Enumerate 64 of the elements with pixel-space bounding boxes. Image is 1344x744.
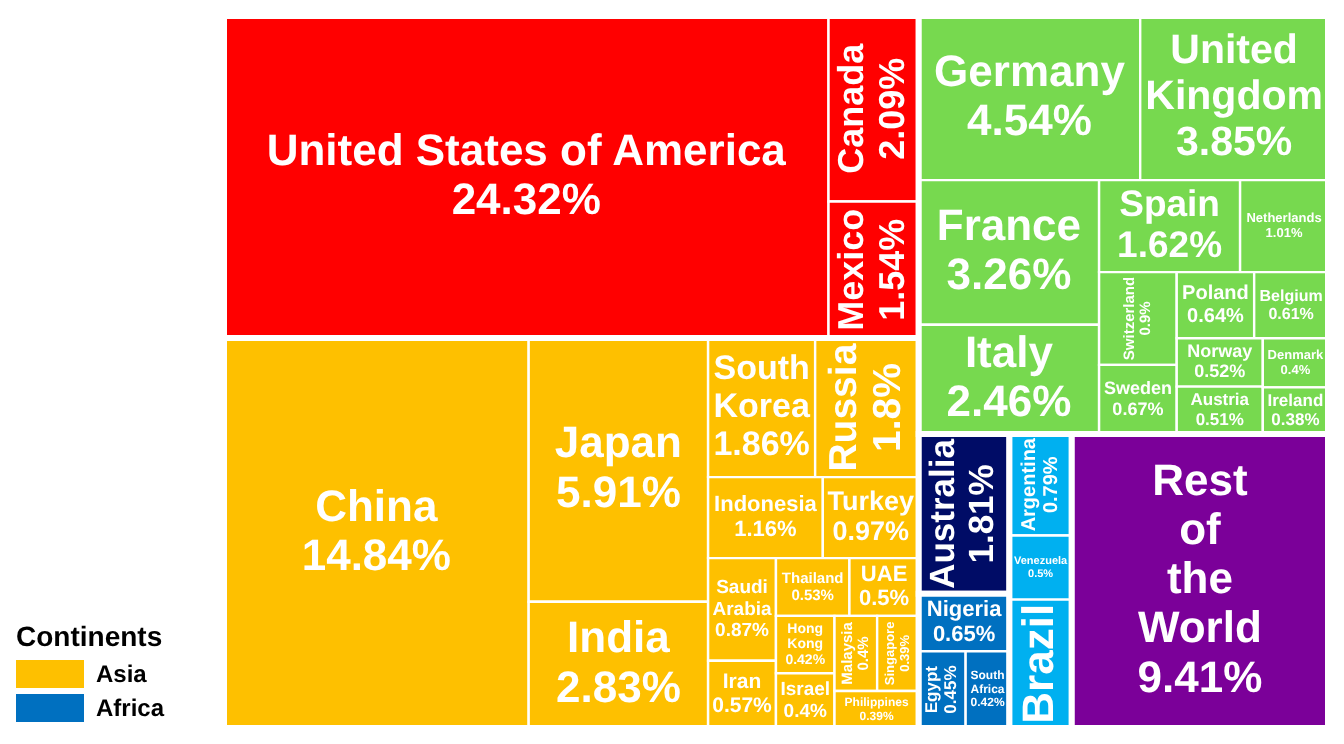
category-label: United States of America: [266, 124, 788, 175]
data-label: 9.41%: [1137, 651, 1263, 702]
data-label: 2.09%: [871, 57, 912, 160]
data-label: 2.46%: [946, 376, 1072, 427]
legend-label: Africa: [96, 694, 165, 722]
category-label: China: [315, 480, 439, 531]
data-label: 0.87%: [715, 619, 771, 642]
category-label: Saudi Arabia: [712, 577, 774, 621]
data-label: 0.97%: [832, 516, 910, 547]
category-label: Spain: [1119, 181, 1220, 224]
category-label: Turkey: [827, 485, 916, 516]
data-label: 1.54%: [871, 218, 912, 321]
legend-label: Asia: [96, 660, 147, 688]
category-label: Australia: [922, 438, 963, 589]
data-label: 14.84%: [301, 529, 451, 580]
data-label: 3.26%: [946, 249, 1072, 300]
category-label: UAE: [860, 562, 908, 587]
data-label: 0.51%: [1195, 408, 1245, 429]
category-label: Belgium: [1259, 286, 1323, 305]
category-label: South Korea: [713, 348, 811, 425]
data-label: 4.54%: [967, 94, 1092, 145]
data-label: 0.4%: [783, 700, 828, 723]
category-label: Rest of the World: [1137, 454, 1262, 653]
data-label: 0.5%: [859, 587, 910, 612]
data-label: 0.64%: [1187, 305, 1245, 328]
category-label: Israel: [780, 679, 831, 702]
category-label: Russia: [821, 343, 866, 472]
category-label: United Kingdom: [1145, 27, 1323, 120]
data-label: 0.45%: [940, 664, 961, 714]
category-label: Indonesia: [714, 493, 819, 518]
data-label: 0.52%: [1194, 361, 1246, 382]
data-label: 0.65%: [932, 622, 996, 647]
data-label: 0.38%: [1271, 408, 1321, 429]
data-label: 1.8%: [865, 363, 910, 453]
category-label: Egypt: [921, 665, 942, 714]
category-label: Argentina: [1018, 437, 1041, 532]
category-label: Canada: [831, 41, 872, 174]
data-label: 0.61%: [1268, 304, 1314, 323]
data-label: 2.83%: [555, 661, 681, 712]
category-label: Italy: [964, 326, 1055, 377]
category-label: Japan: [554, 417, 682, 468]
category-label: Germany: [934, 45, 1127, 96]
data-label: 0.79%: [1041, 456, 1064, 514]
category-label: Brazil: [1012, 603, 1063, 724]
data-label: 1.81%: [961, 463, 1002, 564]
category-label: Nigeria: [926, 598, 1004, 623]
category-label: France: [936, 199, 1082, 250]
category-label: Austria: [1190, 389, 1250, 410]
data-label: 24.32%: [451, 173, 601, 224]
data-label: 3.85%: [1175, 119, 1293, 166]
legend-title: Continents: [16, 620, 165, 652]
category-label: Poland: [1182, 283, 1249, 306]
category-label: Ireland: [1267, 389, 1324, 410]
data-label: 5.91%: [555, 466, 681, 517]
data-label: 0.67%: [1112, 398, 1164, 419]
category-label: Iran: [722, 670, 762, 695]
data-label: 1.86%: [713, 425, 810, 464]
category-label: Sweden: [1103, 378, 1172, 399]
data-label: 1.16%: [734, 518, 798, 543]
category-label: Norway: [1187, 341, 1253, 362]
data-label: 1.62%: [1117, 223, 1223, 266]
data-label: 0.57%: [712, 693, 774, 718]
category-label: India: [567, 612, 672, 663]
category-label: Mexico: [831, 208, 872, 331]
